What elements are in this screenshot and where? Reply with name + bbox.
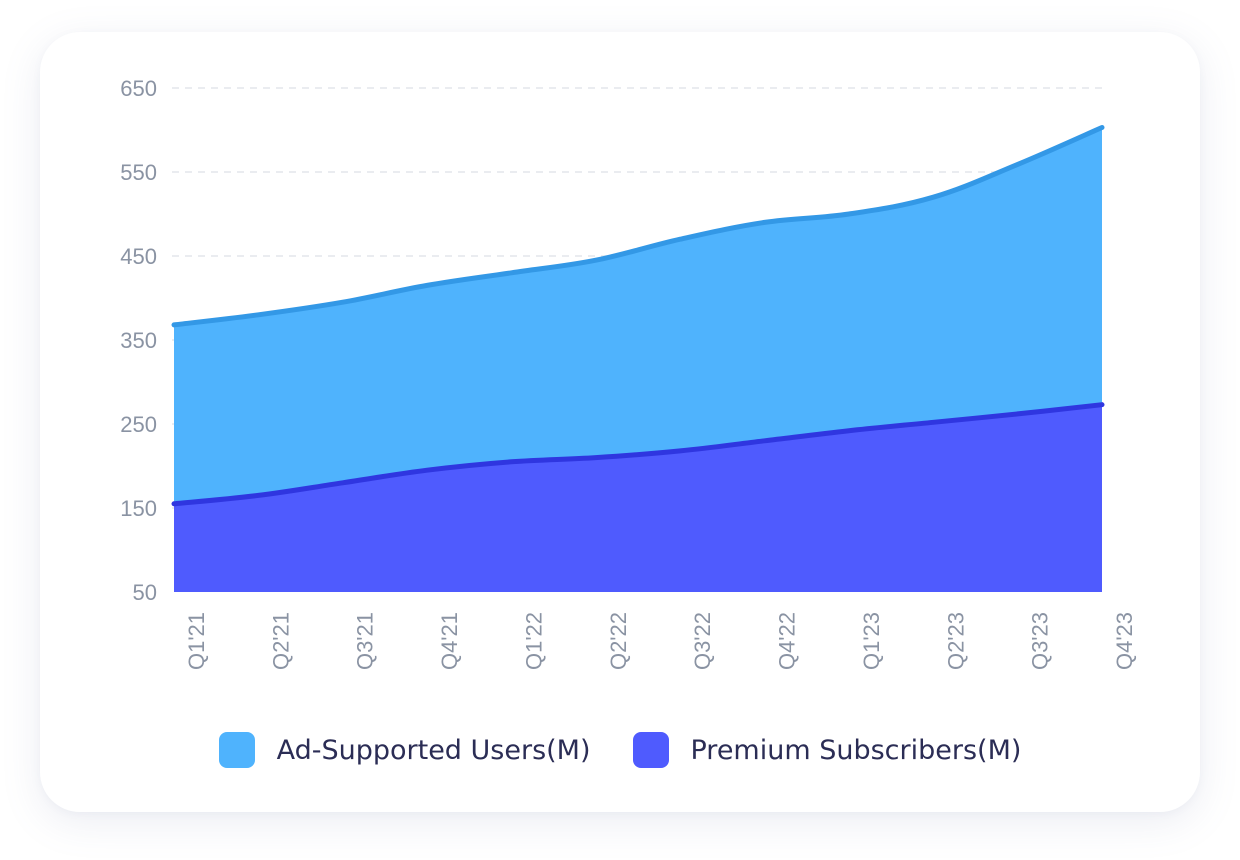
y-tick-label: 50 [133,580,157,605]
line-premium-subscribers [171,402,1105,507]
y-tick-label: 650 [120,76,157,101]
legend-item-premium[interactable]: Premium Subscribers(M) [632,732,1022,768]
y-tick-label: 450 [120,244,157,269]
areas [171,124,1105,592]
x-tick-label: Q1'22 [521,612,546,670]
x-tick-label: Q3'23 [1028,612,1053,670]
x-tick-label: Q1'23 [859,612,884,670]
legend-item-ad-supported[interactable]: Ad-Supported Users(M) [218,732,591,768]
line-ad-supported-users [171,124,1105,328]
y-tick-label: 250 [120,412,157,437]
x-tick-label: Q4'22 [775,612,800,670]
legend-swatch-premium [632,732,669,768]
x-tick-label: Q3'21 [353,612,378,670]
legend-label-premium: Premium Subscribers(M) [690,734,1022,766]
area-premium-subscribers [174,404,1102,592]
y-tick-label: 350 [120,328,157,353]
y-axis-ticks: 50 150 250 350 450 550 650 [120,76,157,605]
x-tick-label: Q2'23 [943,612,968,670]
x-tick-label: Q1'21 [184,612,209,670]
x-tick-label: Q4'21 [437,612,462,670]
x-tick-label: Q2'21 [268,612,293,670]
y-tick-label: 550 [120,160,157,185]
x-axis-ticks: Q1'21 Q2'21 Q3'21 Q4'21 Q1'22 Q2'22 Q3'22 Q4'22… [184,612,1137,670]
y-tick-label: 150 [120,496,157,521]
x-tick-label: Q3'22 [690,612,715,670]
legend-label-ad-supported: Ad-Supported Users(M) [276,734,591,766]
x-tick-label: Q2'22 [606,612,631,670]
legend-swatch-ad-supported [218,732,255,768]
x-tick-label: Q4'23 [1112,612,1137,670]
legend: Ad-Supported Users(M) Premium Subscriber… [0,728,1240,772]
